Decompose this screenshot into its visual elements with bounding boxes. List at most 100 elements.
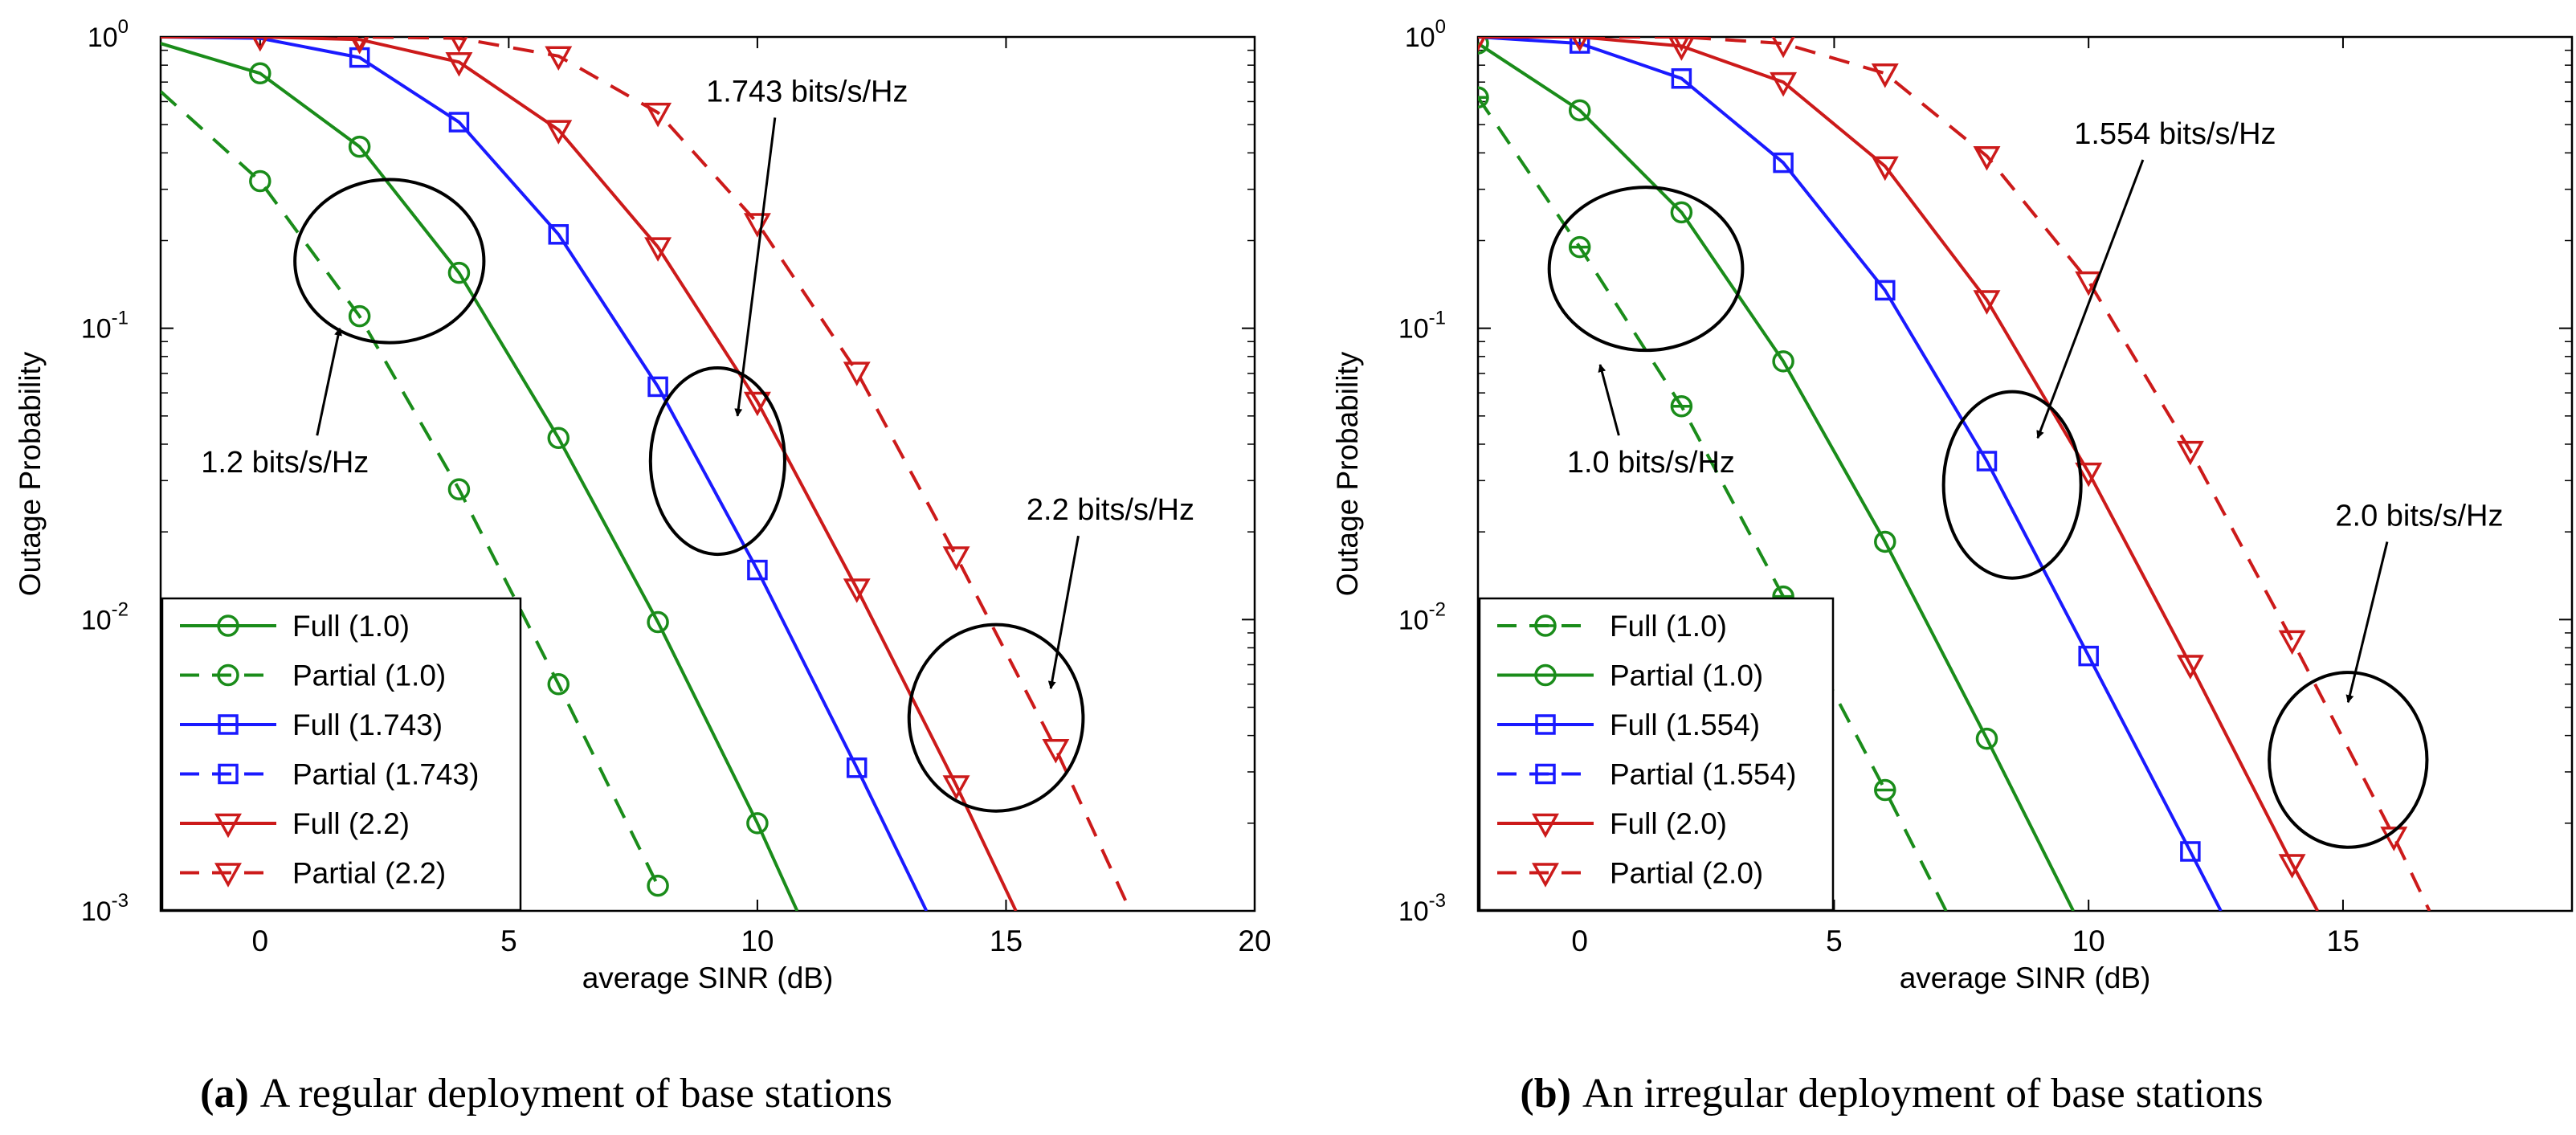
- series-line-0: [1478, 96, 1948, 911]
- series-line-0: [161, 42, 799, 911]
- legend-swatch-marker: [1532, 863, 1559, 888]
- data-point-marker: [450, 37, 468, 53]
- legend-label: Full (1.554): [1610, 708, 1760, 741]
- data-point-marker: [942, 775, 970, 800]
- data-point-marker: [1478, 37, 1489, 55]
- y-tick-exponent: -3: [112, 890, 129, 912]
- legend-label: Partial (1.0): [292, 659, 446, 692]
- legend-label: Partial (2.0): [1610, 857, 1763, 890]
- data-point-marker: [747, 559, 768, 581]
- legend-swatch-marker: [1532, 813, 1559, 839]
- legend-swatch-marker: [214, 863, 242, 888]
- plot-frame: [1476, 35, 2574, 912]
- y-tick-exponent: 0: [1435, 16, 1446, 38]
- plot-area: [1478, 37, 2431, 911]
- y-tick-label: 10-3: [81, 890, 129, 927]
- series-line-5: [1478, 37, 2431, 911]
- legend-swatch-marker: [1535, 714, 1556, 735]
- y-tick-base: 10: [81, 605, 112, 635]
- plot-frame: [159, 35, 1256, 912]
- data-point-marker: [1042, 738, 1070, 764]
- data-point-marker: [2380, 827, 2408, 851]
- data-point-marker: [1670, 201, 1693, 224]
- data-point-marker: [647, 874, 669, 897]
- legend-box: [1478, 597, 1835, 912]
- data-point-marker: [2278, 854, 2306, 879]
- data-point-marker: [2075, 462, 2103, 488]
- data-point-marker: [1770, 71, 1798, 97]
- caption-b: (b) An irregular deployment of base stati…: [1520, 1071, 2263, 1117]
- data-point-marker: [846, 757, 868, 778]
- y-axis-label: Outage Probability: [14, 351, 47, 596]
- y-tick-exponent: 0: [118, 16, 129, 38]
- legend-swatch-marker: [214, 813, 242, 839]
- caption-a-text: A regular deployment of base stations: [260, 1071, 892, 1117]
- data-point-marker: [2078, 645, 2099, 667]
- y-tick-exponent: -2: [1429, 598, 1446, 620]
- data-point-marker: [647, 610, 669, 634]
- y-tick-base: 10: [1398, 896, 1429, 927]
- data-point-marker: [2075, 271, 2103, 296]
- annotation-label: 2.0 bits/s/Hz: [2335, 499, 2503, 533]
- legend-label: Partial (1.554): [1610, 758, 1796, 791]
- y-tick-label: 100: [88, 16, 129, 53]
- series-line-5: [161, 37, 1133, 911]
- legend-swatch-marker: [1534, 663, 1557, 687]
- legend-swatch-marker: [217, 663, 239, 687]
- annotation-label: 1.743 bits/s/Hz: [706, 75, 908, 108]
- legend: Full (1.0) Partial (1.0) Full (1.743) Parti…: [161, 597, 522, 912]
- data-point-marker: [351, 37, 368, 52]
- data-point-marker: [1973, 290, 2001, 315]
- y-tick-label: 10-2: [1398, 598, 1446, 635]
- x-tick-label: 0: [252, 925, 269, 957]
- data-point-marker: [1871, 63, 1899, 88]
- y-axis-label: Outage Probability: [1331, 351, 1364, 596]
- annotation-ellipse: [1941, 390, 2083, 580]
- y-tick-label: 10-2: [81, 598, 129, 635]
- caption-a: (a) A regular deployment of base stations: [200, 1071, 892, 1117]
- y-tick-base: 10: [81, 896, 112, 927]
- data-point-marker: [1478, 37, 1487, 52]
- y-tick-exponent: -1: [1429, 308, 1446, 329]
- legend-box: [161, 597, 522, 912]
- x-tick-label: 10: [741, 925, 774, 957]
- x-tick-label: 15: [2326, 925, 2359, 957]
- data-point-marker: [1874, 530, 1896, 553]
- series-line-2: [161, 37, 929, 911]
- data-point-marker: [251, 37, 268, 52]
- x-axis-label: average SINR (dB): [582, 961, 834, 994]
- x-tick-label: 0: [1571, 925, 1588, 957]
- data-point-marker: [545, 46, 573, 71]
- annotation-label: 1.0 bits/s/Hz: [1567, 446, 1735, 480]
- data-point-marker: [2180, 841, 2201, 862]
- legend-label: Full (2.2): [292, 807, 410, 840]
- series-line-1: [1478, 42, 2075, 911]
- legend-label: Partial (1.0): [1610, 659, 1763, 692]
- data-point-marker: [1571, 37, 1588, 52]
- plot-area: [161, 37, 1133, 911]
- caption-b-text: An irregular deployment of base stations: [1582, 1071, 2264, 1117]
- y-tick-exponent: -2: [112, 598, 129, 620]
- y-tick-base: 10: [81, 314, 112, 345]
- x-tick-label: 5: [1826, 925, 1843, 957]
- annotation-arrow: [734, 117, 777, 417]
- annotation-arrow: [1047, 535, 1080, 690]
- x-tick-label: 15: [990, 925, 1023, 957]
- legend-label: Full (1.0): [292, 610, 410, 643]
- x-tick-label: 20: [1238, 925, 1271, 957]
- data-point-marker: [2176, 440, 2204, 466]
- legend-swatch-marker: [217, 614, 239, 637]
- data-point-marker: [942, 546, 970, 571]
- y-tick-label: 100: [1405, 16, 1446, 53]
- data-point-marker: [1871, 156, 1899, 182]
- series-line-1: [161, 90, 659, 887]
- series-line-4: [1478, 37, 2320, 911]
- y-tick-label: 10-1: [1398, 308, 1446, 345]
- data-point-marker: [1568, 99, 1591, 122]
- data-point-marker: [2278, 630, 2306, 655]
- annotation-label: 1.554 bits/s/Hz: [2074, 117, 2276, 151]
- data-point-marker: [548, 224, 569, 245]
- annotation-ellipse: [1547, 186, 1745, 353]
- y-tick-exponent: -3: [1429, 890, 1446, 912]
